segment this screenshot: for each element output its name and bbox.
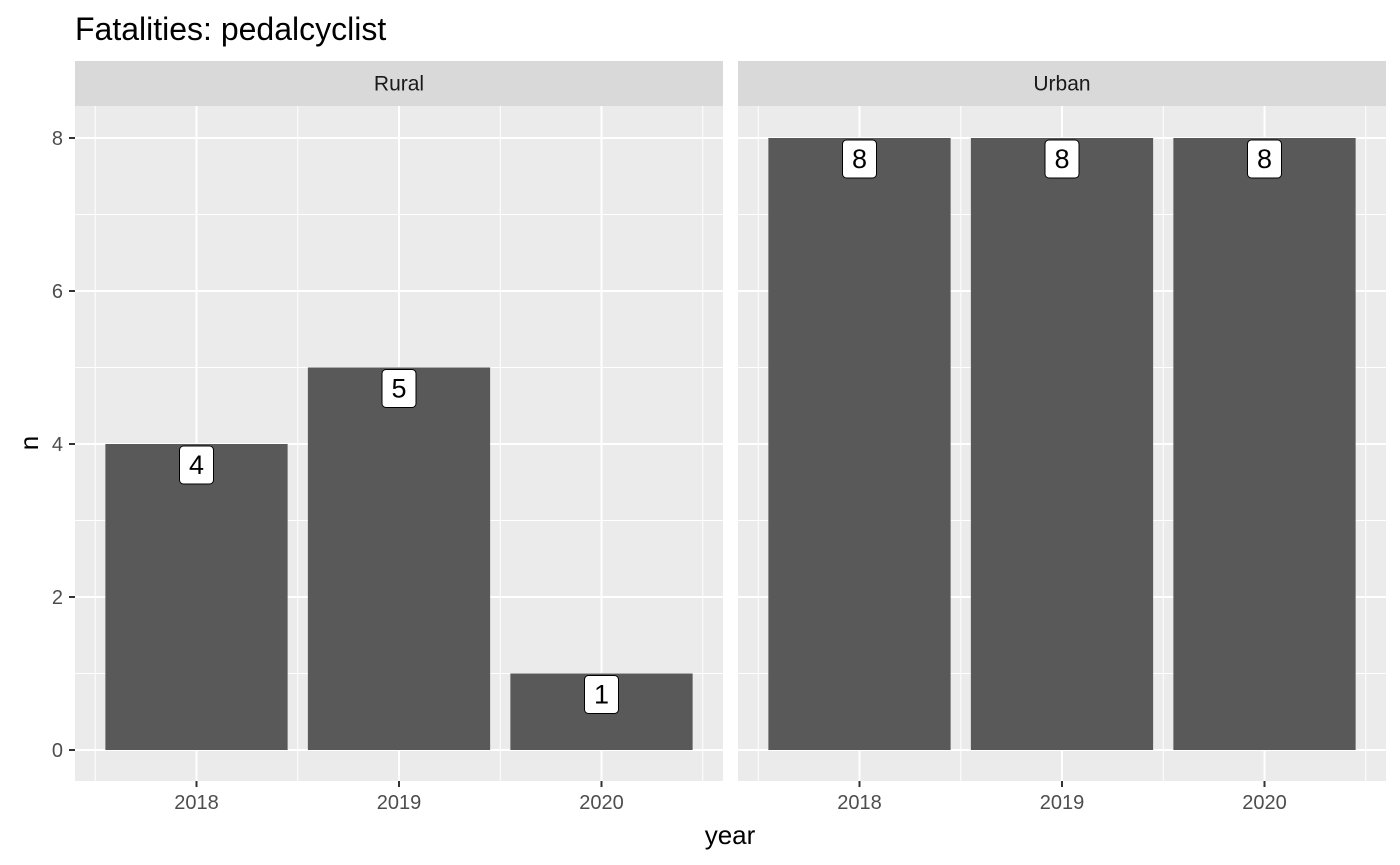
facet-strip-label: Urban [1033,73,1090,96]
x-tick-label: 2019 [377,792,422,814]
data-label-text: 8 [1054,144,1069,174]
data-label-rural-2019: 5 [381,369,417,408]
facet-strip-label: Rural [374,73,424,96]
x-axis-title: year [705,820,756,850]
y-tick-label: 0 [52,740,63,762]
data-label-urban-2020: 8 [1247,139,1282,179]
facet-strip [75,61,723,106]
data-label-box [1247,139,1282,179]
data-label-box [381,369,417,408]
x-tick-label: 2019 [1040,792,1085,814]
y-tick-label: 2 [52,587,63,609]
y-tick-label: 8 [52,128,63,150]
data-label-box [842,139,877,179]
x-tick-label: 2018 [174,792,219,814]
facet-panels: 4 5 1 Rural 2018 2019 2020 8 8 8 Urban 2018 2019 2020 [75,61,1386,814]
y-axis-title: n [14,436,44,450]
data-label-urban-2019: 8 [1044,139,1080,179]
chart-title: Fatalities: pedalcyclist [75,11,386,47]
data-label-box [584,675,619,714]
y-tick-label: 6 [52,281,63,303]
bar-rural-2019 [307,367,491,750]
data-label-urban-2018: 8 [842,139,877,179]
data-label-text: 1 [594,680,609,710]
bar-urban-2020 [1173,138,1356,750]
data-label-box [179,445,214,485]
x-tick-label: 2018 [837,792,882,814]
bar-rural-2018 [105,444,288,750]
data-label-box [1044,139,1080,179]
x-tick-label: 2020 [1242,792,1287,814]
bar-urban-2018 [768,138,951,750]
y-tick-label: 4 [52,434,63,456]
facet-panel-urban: 8 8 8 Urban 2018 2019 2020 [738,61,1386,814]
data-label-text: 4 [189,450,204,480]
data-label-text: 5 [391,374,406,404]
facet-panel-rural: 4 5 1 Rural 2018 2019 2020 [75,61,723,814]
bar-urban-2019 [970,138,1154,750]
y-axis: 0 2 4 6 8 [52,128,75,762]
data-label-text: 8 [1257,144,1272,174]
data-label-rural-2020: 1 [584,675,619,714]
data-label-rural-2018: 4 [179,445,214,485]
data-label-text: 8 [852,144,867,174]
x-tick-label: 2020 [579,792,624,814]
facet-strip [738,61,1386,106]
